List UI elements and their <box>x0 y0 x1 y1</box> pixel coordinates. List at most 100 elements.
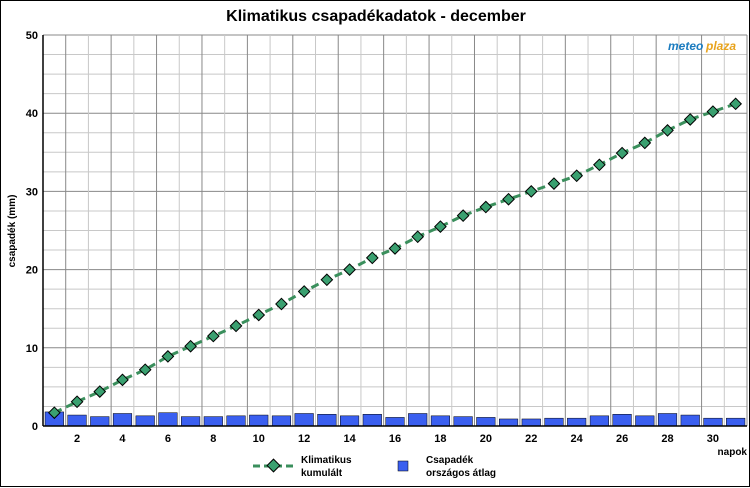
cumulative-point <box>729 97 743 111</box>
cumulative-point <box>343 263 356 276</box>
precip-bar <box>635 415 655 427</box>
precip-bar <box>294 413 314 427</box>
logo-meteo: meteo <box>668 39 703 53</box>
x-axis-label: napok <box>718 447 748 458</box>
cumulative-point <box>683 113 697 126</box>
precip-bar <box>249 414 269 427</box>
y-tick-label: 50 <box>26 30 38 42</box>
cumulative-point <box>434 220 447 233</box>
line-series <box>47 97 743 420</box>
axes <box>42 35 747 427</box>
logo-plaza: plaza <box>705 39 736 53</box>
precip-bar <box>203 416 223 427</box>
x-tick-label: 12 <box>298 433 310 445</box>
precip-bar <box>271 415 292 427</box>
precip-bar <box>135 415 155 427</box>
cumulative-point <box>570 169 584 183</box>
legend-bar-swatch <box>397 460 409 472</box>
cumulative-point <box>547 177 561 190</box>
x-tick-label: 16 <box>389 433 401 445</box>
x-tick-label: 2 <box>74 433 80 445</box>
cumulative-point <box>229 319 243 333</box>
legend-diamond-icon <box>266 458 281 473</box>
precip-bar <box>476 417 496 427</box>
cumulative-point <box>502 192 515 206</box>
precip-bar <box>112 413 133 427</box>
x-tick-label: 8 <box>210 433 216 445</box>
precip-bar <box>657 413 678 427</box>
x-tick-label: 26 <box>616 433 628 445</box>
legend: Klimatikus kumulált Csapadék országos át… <box>253 455 496 479</box>
cumulative-point <box>252 308 266 322</box>
cumulative-point <box>411 230 425 244</box>
x-tick-label: 20 <box>480 433 492 445</box>
cumulative-point <box>116 373 129 387</box>
precip-bar <box>680 414 700 427</box>
y-tick-label: 10 <box>26 343 38 355</box>
cumulative-point <box>47 406 61 420</box>
legend-bar-label-1: Csapadék <box>426 455 474 466</box>
precip-bar <box>226 415 246 427</box>
precip-bar <box>498 418 519 427</box>
grid <box>42 34 748 427</box>
cumulative-point <box>365 251 379 265</box>
precip-bar <box>703 417 723 427</box>
precip-bar <box>67 414 87 427</box>
x-tick-label: 14 <box>343 433 356 445</box>
y-tick-label: 20 <box>26 265 38 277</box>
legend-bar-label-2: országos átlag <box>426 468 496 479</box>
cumulative-point <box>138 363 152 377</box>
precip-bar <box>430 415 450 427</box>
cumulative-point <box>161 350 175 363</box>
precip-bar <box>408 413 428 427</box>
x-tick-label: 30 <box>707 433 719 445</box>
cumulative-point <box>388 242 402 255</box>
cumulative-point <box>524 185 538 198</box>
x-tick-label: 6 <box>165 433 171 445</box>
precip-bar <box>521 418 541 427</box>
bar-series <box>44 411 746 427</box>
cumulative-point <box>456 209 470 223</box>
precip-bar <box>385 417 405 427</box>
precip-bar <box>726 417 746 427</box>
precip-bar <box>362 414 382 427</box>
cumulative-point <box>706 105 720 118</box>
cumulative-point <box>70 395 84 409</box>
legend-line-label-2: kumulált <box>301 468 343 479</box>
y-tick-label: 0 <box>32 421 38 433</box>
y-tick-label: 40 <box>26 108 38 120</box>
x-tick-label: 10 <box>253 433 265 445</box>
cumulative-point <box>93 385 107 398</box>
precip-bar <box>567 417 587 427</box>
precip-bar <box>453 416 473 427</box>
precip-bar <box>181 416 201 427</box>
y-tick-label: 30 <box>26 186 38 198</box>
x-tick-label: 18 <box>434 433 446 445</box>
y-axis-label: csapadék (mm) <box>7 195 18 268</box>
precip-bar <box>317 414 337 427</box>
chart-title: Klimatikus csapadékadatok - december <box>226 8 526 25</box>
cumulative-point <box>638 136 652 150</box>
x-tick-label: 22 <box>525 433 537 445</box>
cumulative-point <box>206 329 220 343</box>
precip-bar <box>340 415 360 427</box>
cumulative-point <box>184 339 197 353</box>
precip-bar <box>589 415 609 427</box>
precip-bar <box>544 417 564 427</box>
cumulative-point <box>320 273 334 287</box>
precip-bar <box>90 416 110 427</box>
cumulative-point <box>661 124 674 137</box>
cumulative-point <box>297 285 311 298</box>
x-tick-label: 4 <box>119 433 126 445</box>
logo: meteo plaza <box>668 39 736 53</box>
precip-bar <box>612 414 632 427</box>
cumulative-point <box>615 146 629 160</box>
x-tick-label: 24 <box>571 433 584 445</box>
legend-line-label-1: Klimatikus <box>301 455 352 466</box>
x-tick-label: 28 <box>661 433 673 445</box>
precip-bar <box>158 412 178 427</box>
cumulative-point <box>593 158 606 172</box>
